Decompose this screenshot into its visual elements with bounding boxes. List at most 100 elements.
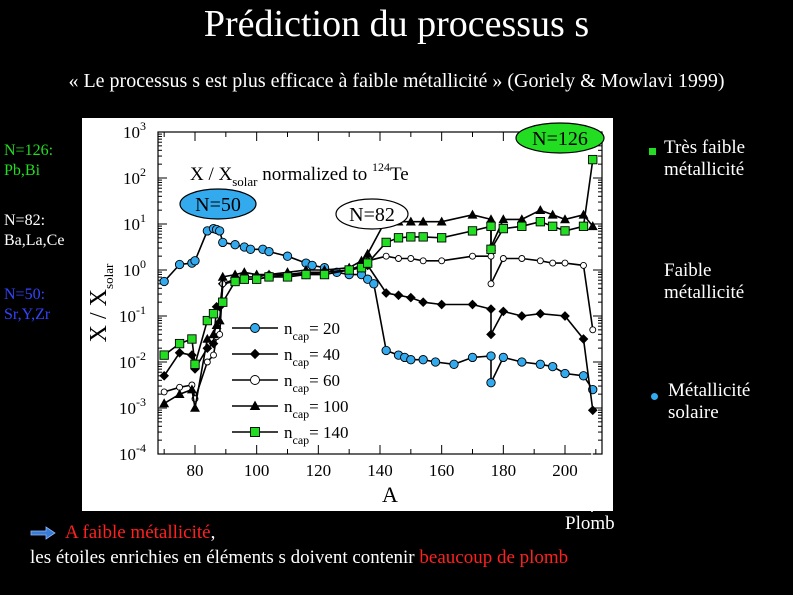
x-tick-label: 140	[367, 461, 393, 480]
data-point	[208, 329, 219, 339]
annotation-bubble	[335, 198, 409, 230]
data-point	[418, 232, 428, 242]
data-point	[486, 304, 496, 314]
data-point	[469, 252, 476, 260]
data-point	[535, 205, 546, 215]
inner-title: X / Xsolar normalized to 124Te	[190, 160, 409, 191]
data-point	[160, 388, 168, 396]
data-point	[218, 237, 228, 248]
data-point	[203, 358, 211, 366]
data-point	[517, 357, 527, 367]
label-n126-line1: N=126:	[4, 142, 54, 159]
data-point	[535, 359, 545, 369]
legend-marker	[250, 375, 260, 385]
data-point	[498, 223, 508, 234]
legend-label: ncap= 140	[284, 423, 349, 447]
legend-marker	[249, 348, 261, 360]
data-point	[436, 216, 447, 226]
legend-marker	[250, 427, 260, 437]
data-point	[159, 350, 169, 360]
data-point	[208, 309, 219, 319]
data-point	[362, 248, 373, 258]
data-point	[549, 259, 557, 267]
data-point	[486, 329, 496, 340]
data-point	[547, 209, 558, 219]
data-point	[282, 251, 293, 261]
conclusion-comma: ,	[210, 522, 216, 543]
data-point	[516, 311, 527, 321]
data-point	[561, 259, 569, 267]
data-point	[369, 279, 379, 289]
data-point	[218, 297, 228, 307]
data-point	[498, 214, 509, 224]
plomb-arrow-icon	[587, 426, 597, 512]
data-point	[202, 315, 212, 326]
annotation-label: N=50	[195, 194, 241, 216]
data-point	[186, 384, 197, 394]
data-point	[307, 260, 317, 271]
data-point	[578, 221, 589, 231]
data-point	[560, 311, 570, 321]
arrow-right-icon	[30, 526, 56, 540]
series-line-2	[163, 255, 594, 402]
data-point	[418, 355, 428, 365]
data-point	[419, 257, 427, 265]
label-solaire-line2: solaire	[668, 402, 719, 423]
data-point	[187, 334, 197, 344]
legend-label: ncap= 100	[284, 397, 349, 421]
legend-label: ncap= 40	[284, 345, 340, 369]
data-point	[486, 221, 496, 231]
data-point	[467, 226, 478, 236]
data-point	[499, 255, 507, 262]
data-point	[405, 216, 416, 226]
label-n126: N=126: Pb,Bi	[4, 141, 53, 181]
data-point	[363, 258, 373, 268]
data-point	[436, 299, 447, 310]
label-tres-faible-line1: Très faible	[664, 137, 746, 158]
label-n82-line1: N=82:	[4, 212, 46, 229]
x-tick-label: 100	[244, 461, 270, 480]
data-point	[174, 259, 185, 270]
data-point	[405, 292, 416, 303]
y-tick-label: 10-1	[119, 303, 146, 326]
data-point	[406, 355, 416, 365]
y-tick-label: 101	[123, 211, 146, 234]
data-point	[418, 216, 429, 226]
legend-marker	[250, 323, 260, 333]
data-point	[449, 359, 459, 369]
data-point	[578, 371, 589, 381]
x-tick-label: 200	[552, 461, 578, 480]
data-point	[588, 154, 598, 165]
data-point	[282, 272, 293, 282]
data-point	[202, 333, 213, 343]
data-point	[517, 221, 527, 231]
label-n50-line2: Sr,Y,Zr	[4, 306, 51, 323]
data-point	[560, 368, 570, 379]
data-point	[216, 330, 224, 338]
data-point	[363, 274, 373, 284]
page-title: Prédiction du processus s	[203, 3, 590, 45]
data-point	[381, 288, 392, 298]
y-axis-label: X / Xsolar	[86, 263, 116, 342]
data-point	[159, 398, 170, 408]
x-tick-label: 180	[491, 461, 517, 480]
square-bullet-icon	[649, 148, 656, 155]
data-point	[301, 269, 311, 280]
data-point	[239, 274, 249, 284]
data-point	[406, 232, 416, 242]
x-tick-label: 160	[429, 461, 455, 480]
data-point	[578, 334, 589, 344]
data-point	[215, 226, 225, 236]
data-point	[382, 252, 390, 260]
data-point	[344, 265, 354, 275]
data-point	[214, 315, 225, 325]
data-point	[174, 338, 185, 349]
data-point	[211, 320, 222, 330]
conclusion-text: les étoiles enrichies en éléments s doiv…	[30, 547, 420, 568]
conclusion-line2: les étoiles enrichies en éléments s doiv…	[30, 547, 568, 569]
data-point	[159, 370, 170, 381]
subtitle: « Le processus s est plus efficace à fai…	[68, 70, 725, 92]
legend-marker	[249, 400, 261, 411]
data-point	[230, 240, 240, 250]
x-tick-label: 80	[187, 461, 204, 480]
